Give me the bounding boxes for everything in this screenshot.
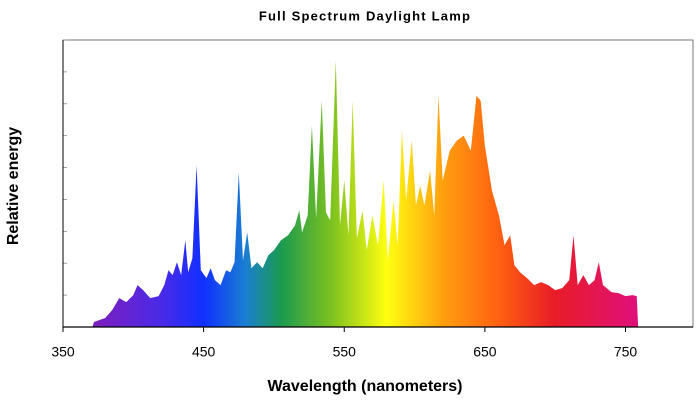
x-tick-label: 550 xyxy=(333,344,357,360)
x-tick-label: 450 xyxy=(192,344,216,360)
x-tick-label: 750 xyxy=(614,344,638,360)
chart-title: Full Spectrum Daylight Lamp xyxy=(259,8,471,23)
spectrum-area xyxy=(92,60,639,328)
x-tick-label: 650 xyxy=(473,344,497,360)
x-axis-label: Wavelength (nanometers) xyxy=(268,378,463,395)
y-axis-label: Relative energy xyxy=(5,127,22,245)
x-tick-label: 350 xyxy=(51,344,75,360)
